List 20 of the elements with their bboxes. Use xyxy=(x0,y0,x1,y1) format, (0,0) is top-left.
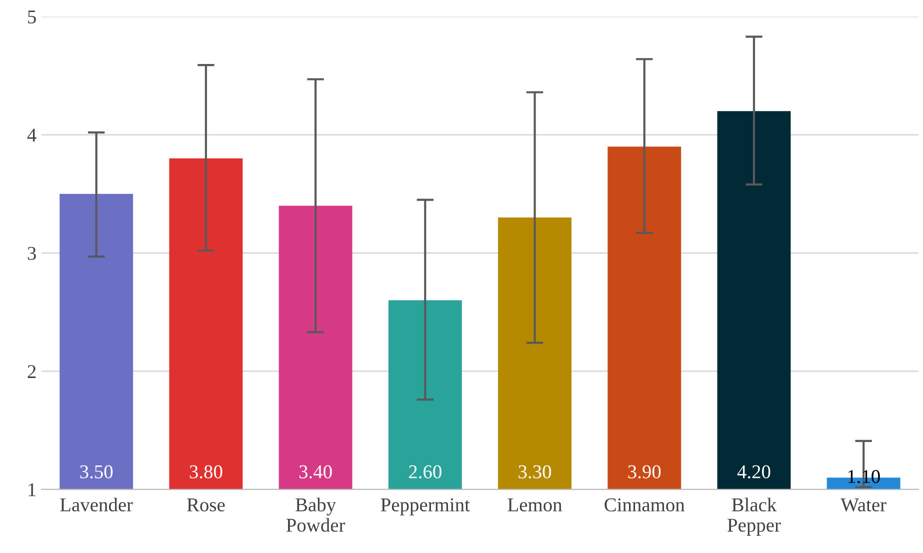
data-label: 3.40 xyxy=(299,465,332,478)
data-label: 3.30 xyxy=(518,465,552,478)
y-tick-label: 2 xyxy=(28,365,36,378)
data-label: 4.20 xyxy=(737,465,770,478)
y-tick-label: 1 xyxy=(28,483,36,496)
x-tick-label: Black Pepper xyxy=(728,498,781,536)
x-tick-label: Lemon xyxy=(508,498,562,512)
data-label: 3.90 xyxy=(628,465,661,478)
data-label: 2.60 xyxy=(408,465,442,478)
x-tick-label: Peppermint xyxy=(380,498,470,516)
y-tick-label: 4 xyxy=(27,128,36,142)
x-tick-label: Water xyxy=(840,498,886,512)
x-tick-label: Baby Powder xyxy=(286,498,346,532)
y-tick-label: 5 xyxy=(28,10,36,24)
x-tick-label: Rose xyxy=(187,498,225,512)
x-tick-label: Lavender xyxy=(60,498,133,512)
x-tick-label: Cinnamon xyxy=(604,498,685,512)
data-label: 3.50 xyxy=(80,465,113,478)
data-label: 3.80 xyxy=(190,465,222,478)
y-tick-label: 3 xyxy=(28,246,36,260)
